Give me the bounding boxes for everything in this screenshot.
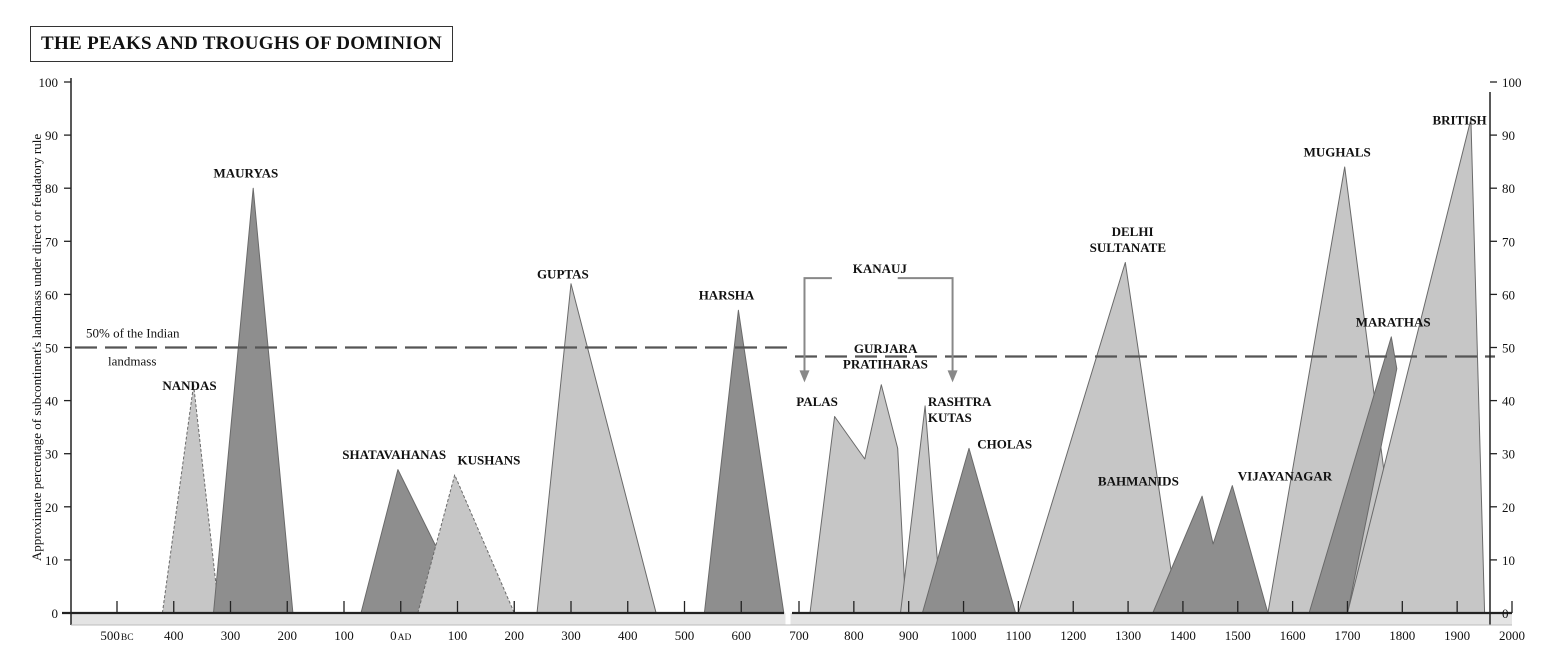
kanauj-bracket	[799, 277, 958, 383]
x-tick-label: 1900	[1444, 628, 1470, 643]
x-tick-label: 1800	[1389, 628, 1415, 643]
label-nandas: NANDAS	[162, 378, 216, 393]
kanauj-arrow-left	[799, 370, 810, 383]
axes: 0 0 10 10 20 20 30 30 40 40 50 50 60 60 70 70 80 80 90 90 10…	[29, 75, 1525, 643]
y-tick-label-right: 0	[1502, 606, 1509, 621]
x-tick-label: 1500	[1225, 628, 1251, 643]
x-tick-label: 200	[505, 628, 525, 643]
label-cholas: CHOLAS	[977, 436, 1032, 451]
baseline-band	[71, 613, 1512, 625]
x-tick-suffix: BC	[121, 633, 134, 643]
x-tick-label: 100	[334, 628, 354, 643]
x-tick-label: 0AD	[390, 628, 411, 643]
y-tick-label-left: 90	[45, 128, 58, 143]
x-tick-label: 1600	[1280, 628, 1306, 643]
label-bahmanids: BAHMANIDS	[1098, 474, 1179, 489]
x-tick-label: 1300	[1115, 628, 1141, 643]
x-tick-label: 300	[221, 628, 241, 643]
label-harsha: HARSHA	[699, 288, 755, 303]
y-tick-label-left: 0	[52, 606, 59, 621]
y-tick-label-left: 30	[45, 447, 58, 462]
area-nandas	[161, 384, 220, 614]
label-marathas: MARATHAS	[1356, 314, 1431, 329]
reference-line-group: 50% of the Indian landmass	[75, 326, 1495, 369]
x-tick-label: 2000	[1499, 628, 1525, 643]
y-tick-label-right: 10	[1502, 553, 1515, 568]
y-tick-label-right: 30	[1502, 447, 1515, 462]
y-tick-label-right: 80	[1502, 181, 1515, 196]
x-tick-label: 1100	[1006, 628, 1032, 643]
kanauj-bracket-right	[897, 277, 954, 373]
label-rashtra: RASHTRA	[928, 394, 992, 409]
label-gurjara: GURJARA	[854, 341, 918, 356]
area-mauryas	[213, 187, 294, 614]
label-sultanate: SULTANATE	[1090, 240, 1166, 255]
x-tick-label: 1000	[951, 628, 977, 643]
label-kushans: KUSHANS	[458, 452, 521, 467]
y-tick-label-right: 20	[1502, 500, 1515, 515]
y-tick-label-right: 70	[1502, 234, 1515, 249]
label-pratiharas: PRATIHARAS	[843, 357, 928, 372]
x-tick-suffix: AD	[398, 633, 412, 643]
x-tick-label: 400	[164, 628, 184, 643]
kanauj-bracket-left	[803, 277, 832, 373]
kanauj-arrow-right	[947, 370, 958, 383]
area-cholas	[921, 447, 1017, 614]
label-delhi: DELHI	[1112, 224, 1154, 239]
y-tick-label-right: 90	[1502, 128, 1515, 143]
reference-label-line2: landmass	[108, 354, 156, 369]
x-tick-label: 1700	[1334, 628, 1360, 643]
y-axis-title: Approximate percentage of subcontinent's…	[29, 134, 44, 561]
label-guptas: GUPTAS	[537, 266, 589, 281]
x-tick-label: 500	[675, 628, 695, 643]
area-guptas	[536, 283, 657, 614]
label-shatavahanas: SHATAVAHANAS	[342, 447, 446, 462]
x-tick-label: 500BC	[100, 628, 133, 643]
x-tick-label: 700	[789, 628, 809, 643]
y-tick-label-right: 40	[1502, 394, 1515, 409]
y-tick-label-left: 60	[45, 287, 58, 302]
y-tick-label-left: 70	[45, 234, 58, 249]
reference-label-line1: 50% of the Indian	[86, 326, 180, 341]
label-vijayanagar: VIJAYANAGAR	[1238, 468, 1333, 483]
x-tick-label: 800	[844, 628, 864, 643]
area-delhi-sultanate	[1017, 262, 1178, 614]
label-mughals: MUGHALS	[1304, 144, 1371, 159]
y-tick-label-right: 60	[1502, 287, 1515, 302]
y-tick-label-left: 40	[45, 394, 58, 409]
chart-title: THE PEAKS AND TROUGHS OF DOMINION	[30, 26, 454, 62]
y-tick-label-left: 80	[45, 181, 58, 196]
y-tick-label-left: 100	[39, 75, 59, 90]
y-tick-label-right: 50	[1502, 341, 1515, 356]
label-mauryas: MAURYAS	[213, 166, 278, 181]
label-kutas: KUTAS	[928, 410, 972, 425]
x-tick-label: 400	[618, 628, 638, 643]
x-tick-label: 1400	[1170, 628, 1196, 643]
background-bands	[71, 613, 1512, 625]
area-palas	[809, 384, 907, 614]
x-tick-label: 300	[561, 628, 581, 643]
y-tick-label-left: 50	[45, 341, 58, 356]
x-tick-label: 600	[732, 628, 752, 643]
y-tick-label-left: 10	[45, 553, 58, 568]
label-kanauj: KANAUJ	[853, 261, 908, 276]
y-tick-label-right: 100	[1502, 75, 1522, 90]
x-tick-label: 900	[899, 628, 919, 643]
y-tick-label-left: 20	[45, 500, 58, 515]
area-bahmanids	[1152, 485, 1269, 614]
label-british: BRITISH	[1432, 112, 1486, 127]
x-tick-label: 200	[278, 628, 298, 643]
peak-labels: NANDAS MAURYAS SHATAVAHANAS KUSHANS GUPTAS HA…	[162, 112, 1486, 488]
area-harsha	[703, 309, 785, 614]
x-tick-label: 1200	[1060, 628, 1086, 643]
label-palas: PALAS	[796, 394, 838, 409]
x-tick-label: 100	[448, 628, 468, 643]
dynasty-areas	[161, 118, 1486, 614]
